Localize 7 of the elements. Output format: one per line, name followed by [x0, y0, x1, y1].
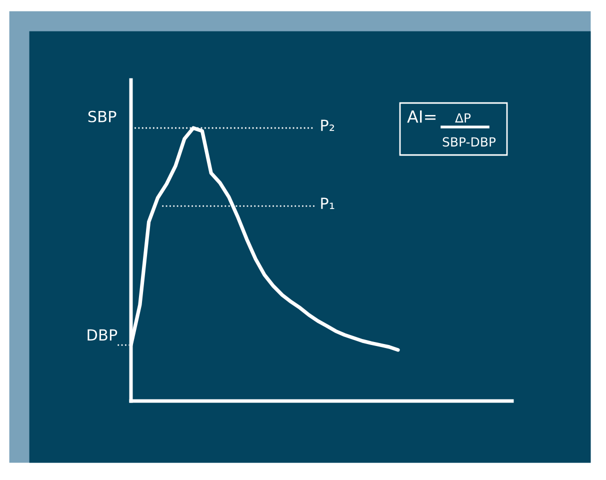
ref-line-label: P₁: [321, 198, 334, 209]
text: ΔP: [455, 113, 471, 122]
annotation: P₂: [321, 120, 334, 131]
ref-line-label: DBP: [88, 329, 118, 340]
ref-line-label: SBP: [88, 110, 116, 122]
text: AI=: [407, 110, 436, 123]
text: SBP-DBP: [442, 137, 496, 147]
